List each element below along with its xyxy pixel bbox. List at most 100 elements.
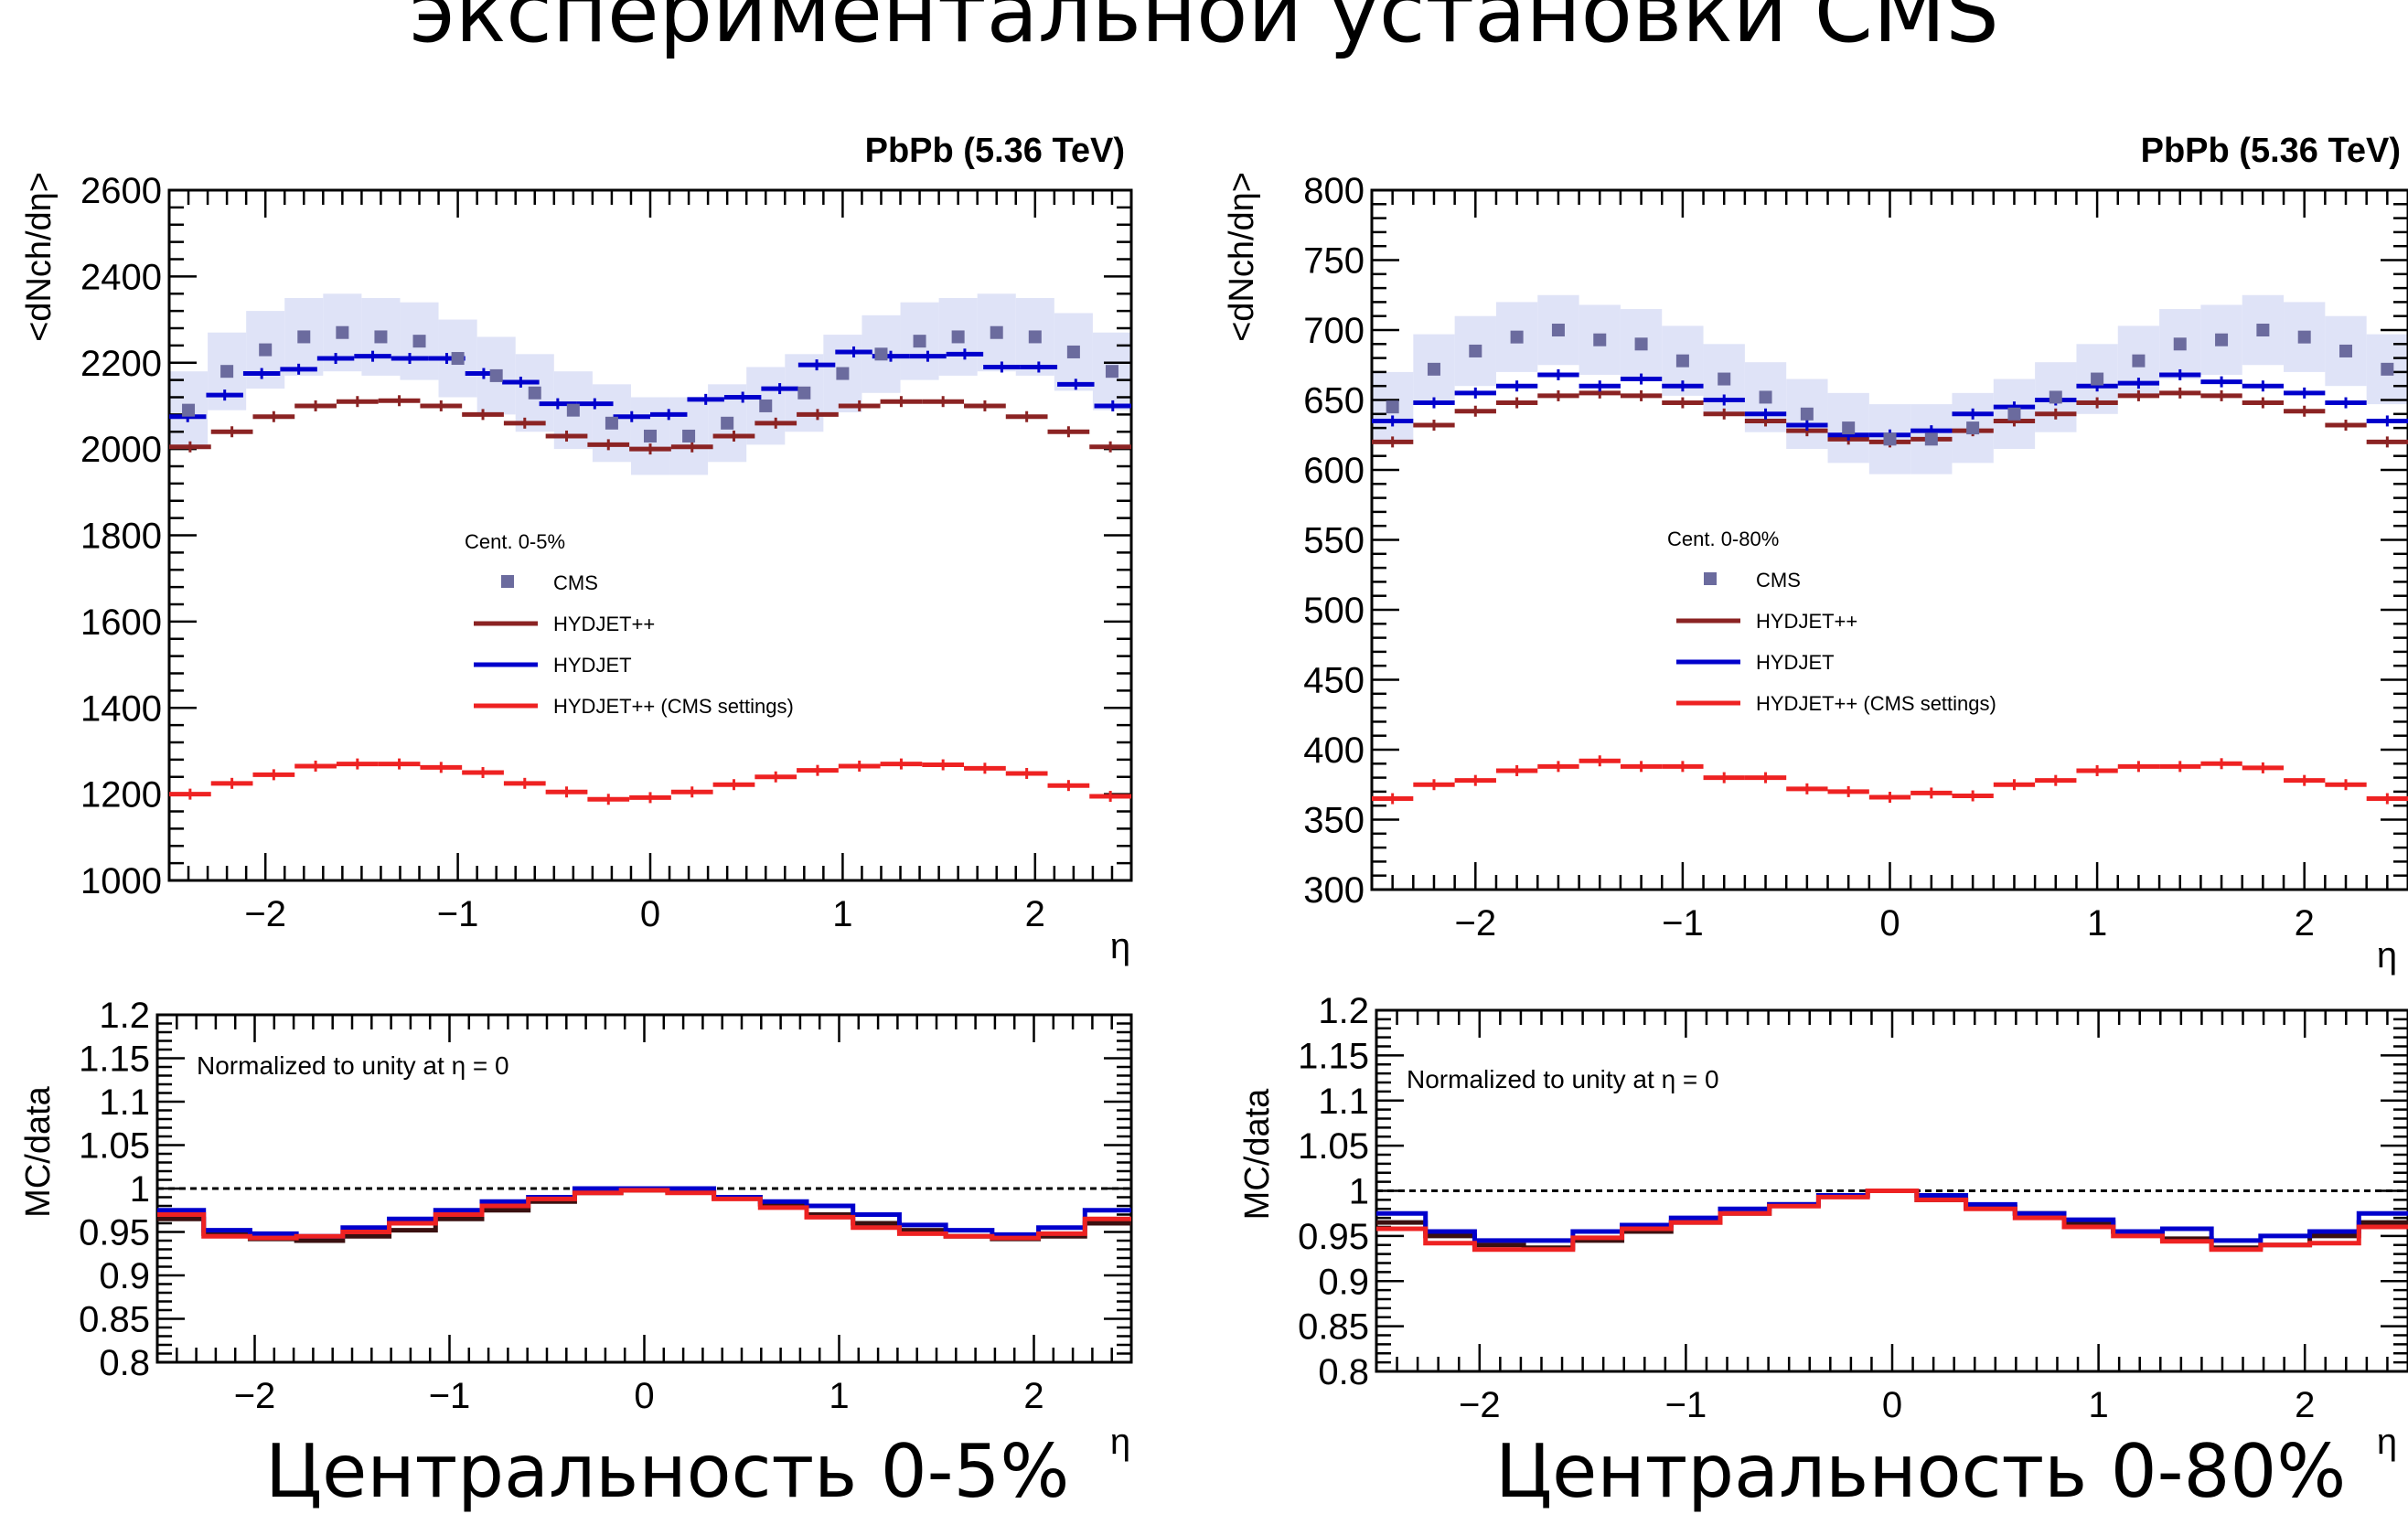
left-main-ytick-label: 1800 xyxy=(80,517,162,557)
right-cms-point xyxy=(2381,362,2394,376)
left-main-ytick-label: 1000 xyxy=(80,861,162,901)
left-cms-point xyxy=(951,330,965,344)
left-ratio-ylabel: MC/data xyxy=(19,1085,58,1217)
left-cms-point xyxy=(990,325,1003,339)
right-ratio-ytick-label: 1.05 xyxy=(1298,1126,1369,1167)
left-cms-point xyxy=(759,399,773,412)
right-main-ytick-label: 550 xyxy=(1303,521,1365,561)
left-main-ytick-label: 2200 xyxy=(80,344,162,384)
right-series-hydjet xyxy=(1372,368,2408,441)
right-legend-label: HYDJET++ (CMS settings) xyxy=(1756,692,1996,715)
right-ratio-ytick-label: 0.95 xyxy=(1298,1217,1369,1257)
right-main-ytick-label: 800 xyxy=(1303,171,1365,211)
left-main-xtick-label: 1 xyxy=(832,894,852,934)
left-cms-point xyxy=(836,367,850,380)
right-ratio-ytick-label: 1.15 xyxy=(1298,1036,1369,1076)
right-ratio-xlabel: η xyxy=(2377,1422,2397,1462)
slide-title: экспериментальной установки CMS xyxy=(409,0,1999,61)
right-cms-point xyxy=(1593,333,1607,347)
right-ratio-series-hydjet-cms-settings- xyxy=(1376,1189,2408,1253)
right-main-ytick-label: 500 xyxy=(1303,591,1365,631)
right-legend-label: CMS xyxy=(1756,569,1801,592)
left-series-hydjet- xyxy=(169,395,1131,455)
left-cms-point xyxy=(182,403,196,417)
left-ratio-ytick-label: 0.9 xyxy=(99,1256,150,1296)
left-cms-point xyxy=(721,416,734,430)
right-ratio-ytick-label: 0.9 xyxy=(1318,1262,1369,1302)
left-main-xtick-label: −1 xyxy=(437,894,479,934)
right-ratio-xtick-label: 0 xyxy=(1882,1385,1902,1425)
left-main-frame xyxy=(167,188,1133,882)
left-cms-point xyxy=(259,343,273,357)
right-legend-marker-cms xyxy=(1704,572,1717,585)
right-ratio-xtick-label: 1 xyxy=(2088,1385,2108,1425)
left-cms-point xyxy=(797,386,811,400)
left-ratio-series-hydjet- xyxy=(157,1188,1131,1243)
left-ratio-ytick-label: 0.8 xyxy=(99,1343,150,1383)
left-ylabel: <dNch/dη> xyxy=(20,172,59,342)
right-cms-point xyxy=(1842,421,1856,435)
left-cms-point xyxy=(1066,345,1080,358)
right-ratio-ytick-label: 0.8 xyxy=(1318,1352,1369,1392)
right-cms-point xyxy=(1634,337,1648,351)
left-cms-point xyxy=(913,335,926,348)
left-cms-point xyxy=(489,368,503,382)
left-cms-point xyxy=(451,352,465,366)
right-cms-point xyxy=(2173,337,2187,351)
right-header: PbPb (5.36 TeV) xyxy=(2141,132,2401,170)
right-cms-point xyxy=(1510,330,1524,344)
right-cms-point xyxy=(1469,344,1482,357)
left-cms-point xyxy=(605,416,618,430)
right-main-ytick-label: 450 xyxy=(1303,661,1365,701)
right-legend-title: Cent. 0-80% xyxy=(1667,528,1779,550)
left-legend-label: HYDJET++ (CMS settings) xyxy=(553,695,794,718)
right-cms-point xyxy=(2049,390,2062,404)
right-cms-point xyxy=(2256,324,2270,336)
left-ratio-xtick-label: 0 xyxy=(634,1376,654,1416)
left-legend-marker-cms xyxy=(501,575,514,588)
right-main-ytick-label: 300 xyxy=(1303,870,1365,911)
left-cms-point xyxy=(682,429,696,442)
right-main-xtick-label: 0 xyxy=(1879,903,1900,944)
left-main-xtick-label: −2 xyxy=(244,894,286,934)
right-ratio-ytick-label: 1 xyxy=(1349,1172,1369,1212)
left-ratio-series-hydjet xyxy=(157,1186,1131,1239)
right-ratio-ylabel: MC/data xyxy=(1238,1088,1277,1220)
left-main-ytick-label: 2000 xyxy=(80,430,162,470)
left-ratio-xtick-label: −2 xyxy=(234,1376,276,1416)
right-series-hydjet-cms-settings- xyxy=(1372,755,2408,805)
left-ratio-series-hydjet-cms-settings- xyxy=(157,1188,1131,1241)
left-series-hydjet-cms-settings- xyxy=(169,758,1131,805)
left-cms-point xyxy=(644,429,657,442)
left-ratio-ytick-label: 1 xyxy=(130,1169,150,1210)
right-main-frame xyxy=(1370,188,2408,891)
right-ratio-ytick-label: 0.85 xyxy=(1298,1307,1369,1348)
left-ratio-ytick-label: 0.85 xyxy=(79,1300,150,1340)
left-ratio-ytick-label: 1.15 xyxy=(79,1040,150,1080)
left-ratio-ytick-label: 1.1 xyxy=(99,1082,150,1123)
left-ratio-ytick-label: 1.2 xyxy=(99,996,150,1036)
right-cms-point xyxy=(1551,324,1565,336)
left-legend-label: HYDJET xyxy=(553,654,632,677)
left-ratio-note: Normalized to unity at η = 0 xyxy=(197,1051,509,1080)
right-cms-point xyxy=(1800,407,1814,421)
caption-right: Центральность 0-80% xyxy=(1495,1429,2347,1514)
right-cms-point xyxy=(1759,390,1772,404)
right-main-xtick-label: 2 xyxy=(2295,903,2315,944)
right-main-ytick-label: 400 xyxy=(1303,730,1365,771)
left-cms-point xyxy=(528,386,541,400)
left-main-ytick-label: 2400 xyxy=(80,257,162,297)
right-ylabel: <dNch/dη> xyxy=(1223,172,1261,342)
right-ratio-note: Normalized to unity at η = 0 xyxy=(1407,1065,1719,1093)
right-legend-label: HYDJET xyxy=(1756,651,1835,674)
right-cms-point xyxy=(1675,354,1689,368)
left-cms-point xyxy=(220,365,234,378)
left-ratio-xtick-label: −1 xyxy=(429,1376,471,1416)
right-cms-point xyxy=(1883,432,1897,446)
left-cms-point xyxy=(336,325,349,339)
right-main-ytick-label: 600 xyxy=(1303,451,1365,491)
right-main-ytick-label: 700 xyxy=(1303,311,1365,351)
left-main-xtick-label: 0 xyxy=(640,894,660,934)
right-cms-point xyxy=(2339,344,2353,357)
right-main-xtick-label: −1 xyxy=(1662,903,1704,944)
